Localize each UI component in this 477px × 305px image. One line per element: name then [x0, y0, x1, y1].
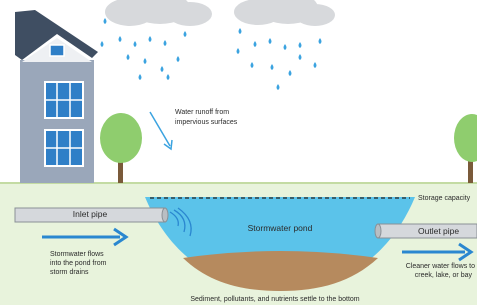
pond-label: Stormwater pond	[248, 223, 313, 233]
outlet-pipe-label: Outlet pipe	[418, 226, 459, 236]
outlet-pipe-end	[375, 224, 381, 238]
inflow-label: Stormwater flows	[50, 251, 104, 258]
inlet-pipe-end	[162, 208, 168, 222]
cloud	[295, 4, 335, 26]
inflow-label: into the pond from	[50, 260, 107, 267]
runoff-label: impervious surfaces	[175, 119, 238, 126]
outflow-label: Cleaner water flows to	[406, 263, 475, 270]
sediment-label: Sediment, pollutants, and nutrients sett…	[190, 296, 359, 303]
inlet-pipe-label: Inlet pipe	[73, 209, 108, 219]
inflow-label: storm drains	[50, 269, 89, 276]
window	[50, 45, 64, 56]
stormwater-diagram: Water runoff from impervious surfaces St…	[0, 0, 477, 305]
runoff-label: Water runoff from	[175, 109, 229, 116]
cloud	[168, 2, 212, 26]
tree-crown	[100, 113, 142, 163]
storage-capacity-label: Storage capacity	[418, 195, 471, 202]
outflow-label: creek, lake, or bay	[415, 272, 473, 279]
